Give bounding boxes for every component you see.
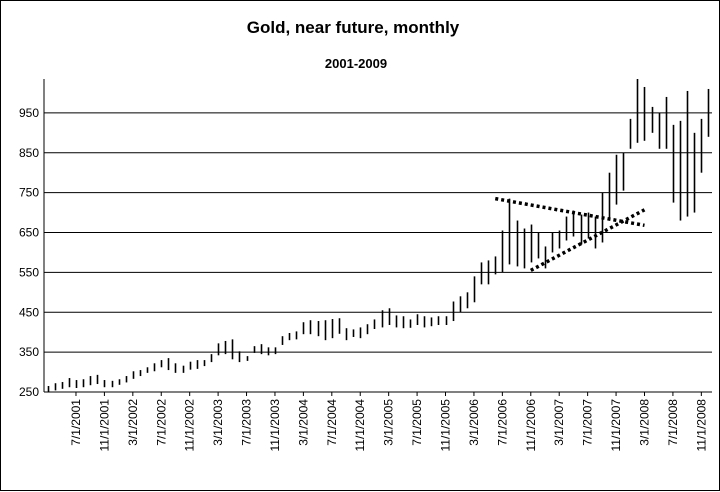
x-tick-label: 7/1/2004 — [325, 399, 339, 446]
x-tick-label: 3/1/2008 — [637, 399, 651, 446]
y-axis-ticks: 250 350 450 550 650 750 850 950 — [19, 106, 39, 399]
x-tick-label: 7/1/2003 — [240, 399, 254, 446]
x-tick-label: 11/1/2006 — [524, 399, 538, 452]
chart-subtitle: 2001-2009 — [325, 56, 387, 71]
trendlines — [494, 196, 646, 272]
x-tick-label: 3/1/2004 — [296, 399, 310, 446]
y-tick-label: 650 — [19, 226, 39, 240]
ohlc-bars — [47, 79, 710, 392]
x-tick-label: 11/1/2002 — [183, 399, 197, 452]
x-tick-label: 7/1/2008 — [666, 399, 680, 446]
gridlines — [43, 79, 712, 393]
x-tick-label: 3/1/2003 — [211, 399, 225, 446]
y-tick-label: 250 — [19, 385, 39, 399]
x-tick-label: 7/1/2006 — [495, 399, 509, 446]
x-tick-label: 7/1/2001 — [69, 399, 83, 446]
y-tick-label: 550 — [19, 265, 39, 279]
x-tick-label: 11/1/2001 — [97, 399, 111, 452]
x-axis-ticks: 7/1/2001 11/1/2001 3/1/2002 7/1/2002 11/1/20… — [69, 392, 708, 452]
x-tick-label: 11/1/2005 — [439, 399, 453, 452]
x-tick-label: 3/1/2005 — [382, 399, 396, 446]
x-tick-label: 11/1/2007 — [609, 399, 623, 452]
trendline-lower — [529, 208, 646, 272]
y-tick-label: 450 — [19, 305, 39, 319]
y-tick-label: 850 — [19, 146, 39, 160]
x-tick-label: 11/1/2004 — [353, 399, 367, 452]
trendline-upper — [494, 196, 645, 228]
x-tick-label: 3/1/2006 — [467, 399, 481, 446]
x-tick-label: 3/1/2002 — [126, 399, 140, 446]
chart-title: Gold, near future, monthly — [247, 18, 460, 37]
x-tick-label: 11/1/2008 — [694, 399, 708, 452]
y-tick-label: 350 — [19, 345, 39, 359]
x-tick-label: 7/1/2005 — [410, 399, 424, 446]
x-tick-label: 3/1/2007 — [552, 399, 566, 446]
y-tick-label: 950 — [19, 106, 39, 120]
x-tick-label: 7/1/2002 — [154, 399, 168, 446]
x-tick-label: 11/1/2003 — [268, 399, 282, 452]
y-tick-label: 750 — [19, 186, 39, 200]
x-tick-label: 7/1/2007 — [581, 399, 595, 446]
